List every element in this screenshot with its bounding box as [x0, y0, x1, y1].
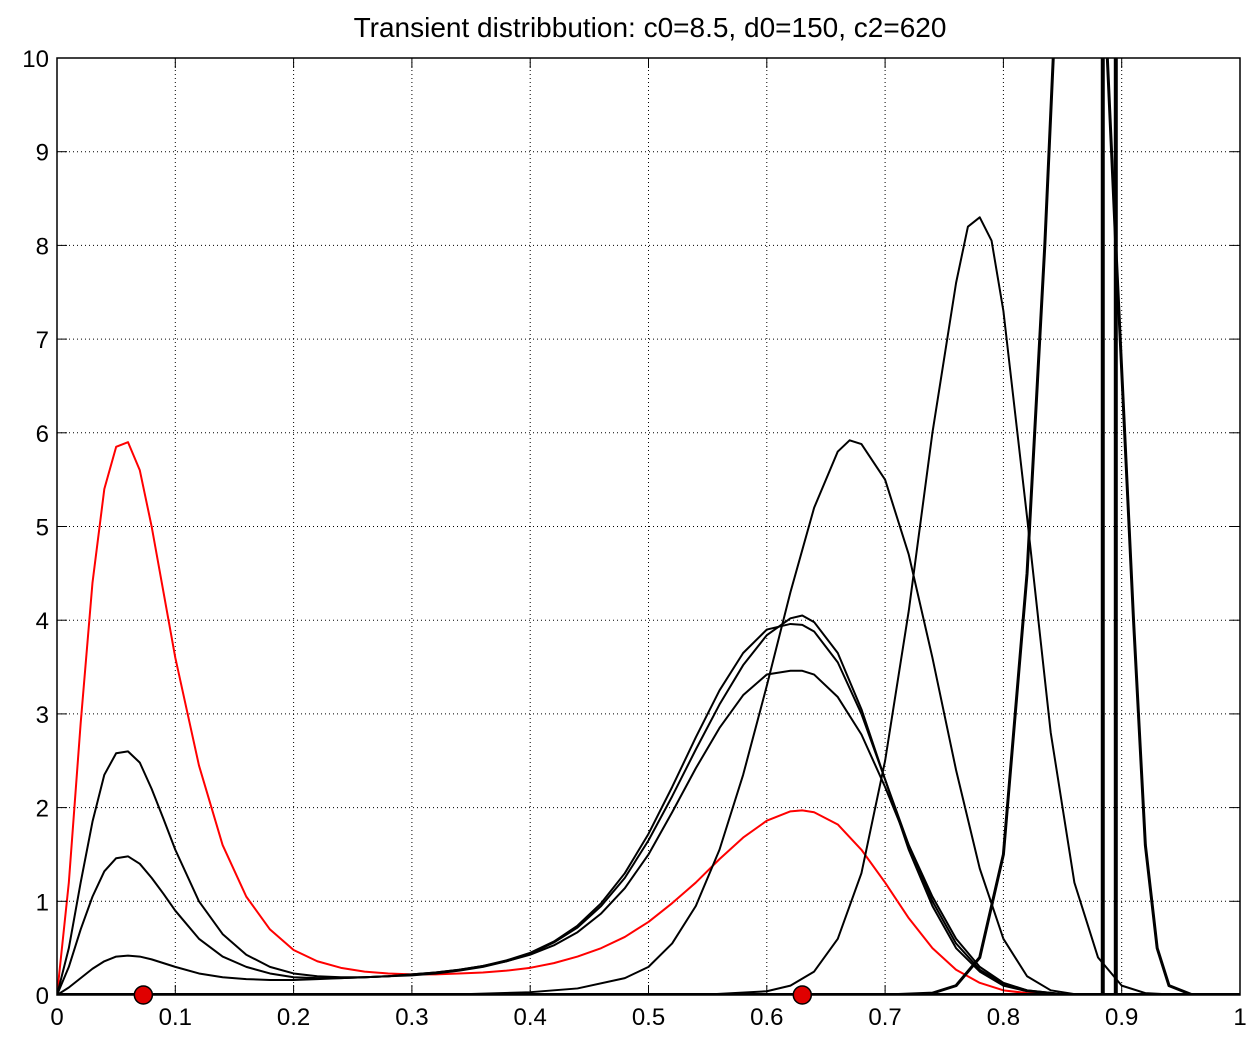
- tick-labels: 0 0.1 0.2 0.3 0.4 0.5 0.6 0.7 0.8 0.9 101234567891…: [22, 46, 1246, 1031]
- data-marker-1: [133, 985, 154, 1005]
- series-line-7: [57, 58, 1240, 995]
- y-tick-label: 8: [36, 233, 49, 260]
- y-tick-label: 6: [36, 421, 49, 448]
- x-tick-label: 0.7: [868, 1004, 901, 1031]
- x-tick-label: 0.6: [750, 1004, 783, 1031]
- x-tick-label: 0: [50, 1004, 63, 1031]
- series-line-4: [57, 669, 1240, 995]
- y-tick-label: 4: [36, 608, 49, 635]
- x-tick-label: 0.5: [632, 1004, 665, 1031]
- x-tick-label: 0.4: [514, 1004, 547, 1031]
- series-line-1: [57, 441, 1240, 995]
- y-tick-label: 2: [36, 796, 49, 823]
- series-layer: [57, 58, 1240, 995]
- chart-title: Transient distribbution: c0=8.5, d0=150,…: [354, 12, 947, 43]
- data-marker-2: [792, 985, 813, 1005]
- x-tick-label: 0.2: [277, 1004, 310, 1031]
- y-tick-label: 5: [36, 515, 49, 542]
- x-tick-label: 1: [1233, 1004, 1246, 1031]
- y-tick-label: 7: [36, 327, 49, 354]
- axes: [56, 57, 1241, 996]
- y-tick-label: 1: [36, 889, 49, 916]
- y-tick-label: 10: [22, 46, 49, 73]
- y-tick-label: 3: [36, 702, 49, 729]
- x-tick-label: 0.9: [1105, 1004, 1138, 1031]
- x-tick-label: 0.3: [395, 1004, 428, 1031]
- x-tick-label: 0.1: [159, 1004, 192, 1031]
- markers: [133, 985, 813, 1005]
- grid: [57, 58, 1240, 995]
- y-tick-label: 0: [36, 983, 49, 1010]
- x-tick-label: 0.8: [987, 1004, 1020, 1031]
- series-line-5: [57, 439, 1240, 995]
- y-tick-label: 9: [36, 140, 49, 167]
